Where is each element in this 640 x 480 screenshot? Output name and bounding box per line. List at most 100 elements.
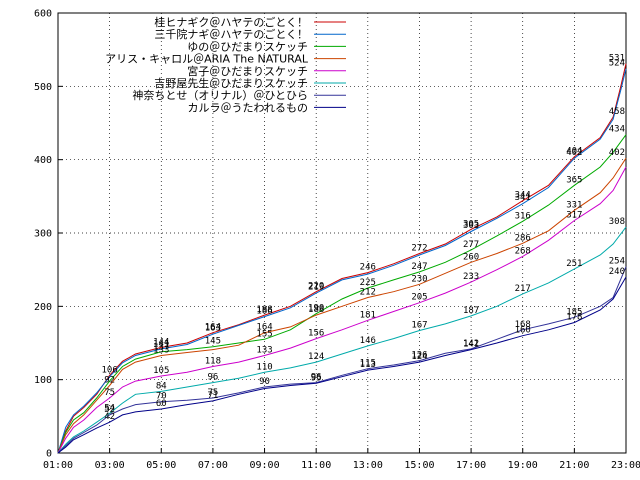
series-line xyxy=(57,166,627,454)
data-label: 188 xyxy=(308,305,324,315)
data-label: 365 xyxy=(566,175,582,185)
legend: 桂ヒナギク＠ハヤテのごとく！三千院ナギ＠ハヤテのごとく！ゆの＠ひだまりスケッチア… xyxy=(105,15,346,114)
data-label: 164 xyxy=(256,323,272,333)
data-label: 317 xyxy=(566,211,582,221)
data-label: 251 xyxy=(566,259,582,269)
data-label: 144 xyxy=(153,337,169,347)
data-label: 524 xyxy=(609,59,625,69)
x-tick-label: 01:00 xyxy=(43,460,73,471)
data-label: 254 xyxy=(609,257,625,267)
data-label: 187 xyxy=(463,306,479,316)
data-label: 404 xyxy=(566,147,582,157)
data-label: 178 xyxy=(566,312,582,322)
data-label: 60 xyxy=(156,399,167,409)
x-tick-label: 07:00 xyxy=(198,460,228,471)
data-label: 160 xyxy=(515,326,531,336)
data-label: 531 xyxy=(609,54,625,64)
data-label: 70 xyxy=(156,392,167,402)
data-label: 42 xyxy=(104,412,115,422)
data-label: 185 xyxy=(566,307,582,317)
data-label: 126 xyxy=(411,351,427,361)
data-label: 133 xyxy=(256,345,272,355)
y-tick-label: 500 xyxy=(34,82,52,93)
series-lines xyxy=(57,63,627,454)
axes: 0 100 200 300 400 500 600 01:00 03:00 05:00 07:00 0… xyxy=(34,9,640,472)
data-label: 434 xyxy=(609,125,625,135)
data-label: 71 xyxy=(207,391,218,401)
data-label: 260 xyxy=(463,252,479,262)
series-line xyxy=(57,226,627,454)
legend-label: 吉野屋先生＠ひだまりスケッチ xyxy=(154,76,308,90)
data-label: 141 xyxy=(463,340,479,350)
data-label: 106 xyxy=(102,365,118,375)
series-line xyxy=(57,68,627,454)
x-tick-label: 11:00 xyxy=(301,460,331,471)
data-label: 84 xyxy=(156,381,167,391)
data-label: 142 xyxy=(463,339,479,349)
y-tick-label: 300 xyxy=(34,229,52,240)
data-label: 217 xyxy=(515,284,531,294)
legend-label: 宮子＠ひだまりスケッチ xyxy=(187,64,308,78)
series-line xyxy=(57,134,627,454)
data-label: 247 xyxy=(411,262,427,272)
data-label: 155 xyxy=(256,329,272,339)
data-label: 96 xyxy=(311,373,322,383)
data-label: 190 xyxy=(308,304,324,314)
data-label: 240 xyxy=(609,267,625,277)
legend-label: アリス・キャロル＠ARIA The NATURAL xyxy=(105,53,309,66)
data-label: 118 xyxy=(205,356,221,366)
data-label: 186 xyxy=(256,307,272,317)
y-tick-label: 100 xyxy=(34,375,52,386)
x-tick-label: 19:00 xyxy=(508,460,538,471)
series-line xyxy=(57,276,627,454)
data-label: 115 xyxy=(360,359,376,369)
data-label: 163 xyxy=(205,323,221,333)
x-tick-label: 23:00 xyxy=(611,460,640,471)
data-label: 230 xyxy=(411,274,427,284)
data-label: 110 xyxy=(256,362,272,372)
data-label: 402 xyxy=(566,148,582,158)
legend-label: カルラ＠うたわれるもの xyxy=(188,101,308,114)
x-tick-label: 09:00 xyxy=(249,460,279,471)
x-tick-label: 03:00 xyxy=(95,460,125,471)
data-label: 181 xyxy=(360,310,376,320)
data-label: 145 xyxy=(205,337,221,347)
legend-label: 神奈ちとせ（オリナル）＠ひとひら xyxy=(132,88,308,102)
x-tick-label: 13:00 xyxy=(353,460,383,471)
data-labels: 1061441641882202462723053444044585311411… xyxy=(102,54,625,423)
data-label: 168 xyxy=(515,320,531,330)
series-line xyxy=(57,266,627,454)
data-label: 52 xyxy=(104,405,115,415)
data-label: 188 xyxy=(256,305,272,315)
data-label: 105 xyxy=(153,366,169,376)
data-label: 402 xyxy=(609,148,625,158)
data-label: 277 xyxy=(463,240,479,250)
data-label: 308 xyxy=(609,217,625,227)
legend-label: 三千院ナギ＠ハヤテのごとく！ xyxy=(154,27,308,41)
data-label: 95 xyxy=(311,373,322,383)
y-tick-label: 600 xyxy=(34,9,52,20)
data-label: 225 xyxy=(360,278,376,288)
y-tick-label: 0 xyxy=(46,449,52,460)
data-label: 220 xyxy=(308,282,324,292)
data-label: 75 xyxy=(104,388,115,398)
data-label: 268 xyxy=(515,246,531,256)
data-label: 305 xyxy=(463,219,479,229)
x-tick-label: 17:00 xyxy=(456,460,486,471)
data-label: 96 xyxy=(207,373,218,383)
data-label: 133 xyxy=(153,345,169,355)
data-label: 272 xyxy=(411,244,427,254)
series-line xyxy=(57,157,627,454)
data-label: 113 xyxy=(360,360,376,370)
data-label: 286 xyxy=(515,233,531,243)
data-label: 146 xyxy=(360,336,376,346)
data-label: 137 xyxy=(153,343,169,353)
data-label: 233 xyxy=(463,272,479,282)
data-label: 156 xyxy=(308,329,324,339)
y-tick-label: 400 xyxy=(34,155,52,166)
data-label: 54 xyxy=(104,403,115,413)
data-label: 90 xyxy=(259,377,270,387)
x-tick-label: 21:00 xyxy=(559,460,589,471)
x-tick-label: 05:00 xyxy=(146,460,176,471)
